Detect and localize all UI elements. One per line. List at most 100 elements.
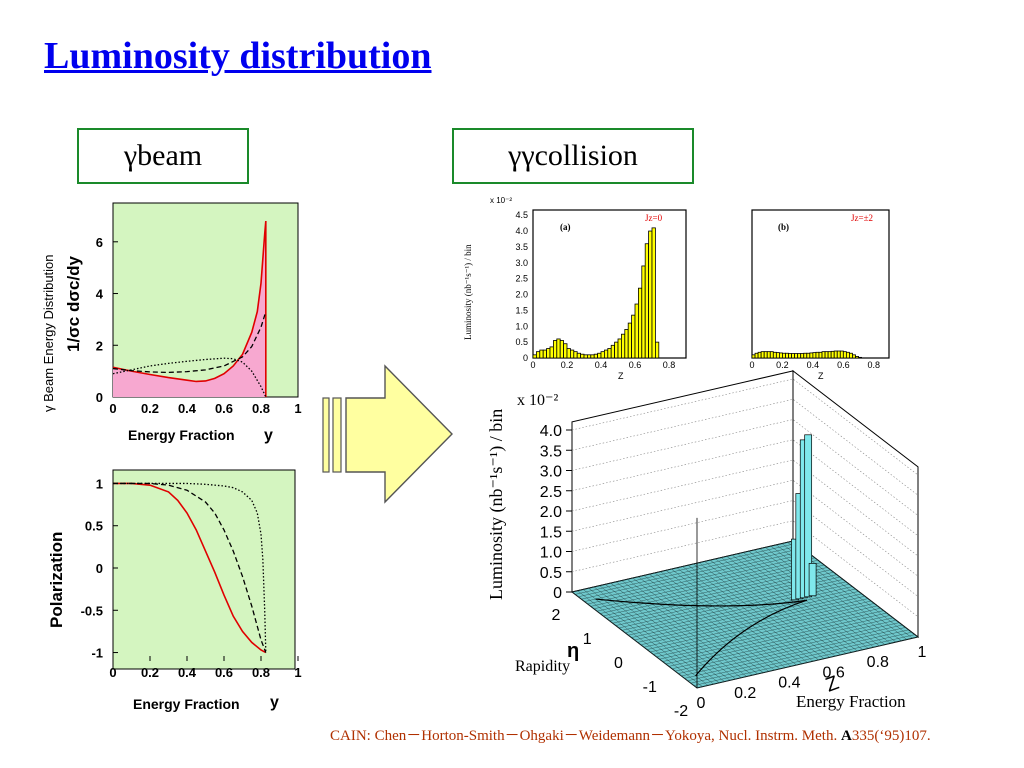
hist-bar (852, 354, 856, 359)
y-tick-label: 0 (96, 390, 103, 405)
hist-bar (631, 314, 636, 359)
x-tick-label: 0 (109, 401, 116, 416)
hist-bar (797, 353, 802, 359)
hist-bar (766, 351, 771, 359)
x-tick-label: 0 (697, 695, 706, 712)
hist-bar (583, 354, 588, 359)
z-tick-label: 4.0 (540, 423, 562, 440)
hist-bar (610, 344, 616, 359)
x-tick-label: 1 (918, 644, 927, 661)
hist-a-scale: x 10⁻² (490, 196, 512, 205)
x-tick-label: 0.2 (776, 360, 789, 370)
hist-b-xlabel: Z (818, 371, 824, 381)
hist-bar (779, 352, 783, 359)
lego-bar (808, 563, 817, 597)
citation-bold: A (840, 728, 852, 744)
hist-bar (624, 329, 629, 359)
hist-bar (751, 354, 756, 359)
beam-energy-xlabel: Energy Fraction (128, 427, 235, 443)
z-tick-label: 1.5 (540, 524, 562, 541)
hist-bar (769, 351, 774, 359)
hist-bar (821, 351, 826, 359)
hist-bar (587, 354, 592, 359)
hist-bar (634, 303, 639, 359)
hist-bar (570, 349, 575, 359)
hist-bar (754, 352, 759, 359)
lego-ylabel2: Rapidity (515, 658, 570, 675)
hist-bar (827, 351, 832, 359)
hist-bar (621, 333, 626, 359)
y-tick-label: 4.5 (515, 210, 528, 220)
z-tick-label: 3.0 (540, 464, 562, 481)
lego-zscale: x 10⁻² (517, 392, 558, 409)
x-tick-label: 0.4 (807, 360, 820, 370)
hist-bar (800, 353, 805, 359)
hist-bar (794, 353, 799, 359)
z-tick-label: 2.5 (540, 484, 562, 501)
hist-bar (655, 341, 660, 359)
gamma-beam-label-text: γbeam (123, 139, 203, 172)
y-tick-label: 4.0 (515, 226, 528, 236)
hist-a-tag: (a) (560, 222, 571, 232)
gamma-beam-label: γbeam (77, 128, 249, 184)
hist-bar (641, 265, 646, 359)
y-tick-label: 2 (552, 607, 561, 624)
y-tick-label: -1 (643, 679, 657, 696)
y-tick-label: 0 (523, 353, 528, 363)
collision-hist-a: 0 0.2 0.4 0.6 0.8 0 0.5 1.0 1.5 2.0 2.5 3.0 3.5 4.0 4.… (463, 196, 687, 381)
y-tick-label: -1 (91, 646, 103, 661)
hist-bar (536, 351, 541, 359)
x-tick-label: 0.2 (561, 360, 574, 370)
x-tick-label: 0.2 (141, 401, 159, 416)
y-tick-label: 0.5 (515, 337, 528, 347)
x-tick-label: 0.2 (141, 665, 159, 680)
hist-bar (614, 341, 619, 359)
polarization-xlabel: Energy Fraction (133, 696, 240, 712)
x-tick-label: 0.6 (629, 360, 642, 370)
hist-bar (648, 230, 653, 359)
lego-3d-chart: 0 0.5 1.0 1.5 2.0 2.5 3.0 3.5 4.0 0 0.2 0.4 0.6 0.8 1 2… (486, 369, 927, 720)
y-tick-label: 3.5 (515, 242, 528, 252)
y-tick-label: 1.5 (515, 305, 528, 315)
hist-bar (836, 350, 841, 359)
x-tick-label: 0.8 (252, 665, 270, 680)
hist-bar (775, 352, 780, 359)
x-tick-label: 0.8 (252, 401, 270, 416)
hist-bar (651, 227, 656, 359)
z-tick-label: 2.0 (540, 504, 562, 521)
hist-bar (839, 350, 844, 359)
y-tick-label: 0 (614, 655, 623, 672)
beam-energy-xvar: y (264, 427, 273, 444)
floor-grid (571, 540, 919, 689)
hist-b-jz: Jz=±2 (851, 213, 873, 223)
series-line-black-dashed (112, 311, 267, 374)
y-tick-label: 3.0 (515, 258, 528, 268)
hist-bar (542, 349, 548, 359)
series-line-red-solid (113, 482, 267, 654)
lego-bar (804, 434, 813, 598)
series-line-red-solid-filled (112, 221, 267, 383)
y-tick-label: 4 (96, 287, 104, 302)
lego-xlabel2: Energy Fraction (796, 692, 906, 711)
hist-bar (627, 322, 633, 359)
y-tick-label: 1 (96, 476, 103, 491)
y-tick-label: -0.5 (81, 603, 103, 618)
y-tick-label: 1.0 (515, 321, 528, 331)
y-tick-label: -2 (674, 703, 688, 720)
x-tick-label: 0.4 (178, 401, 197, 416)
hist-bar (539, 349, 544, 359)
hist-bar (763, 351, 768, 359)
hist-bar (549, 346, 554, 359)
x-tick-label: 0.2 (734, 685, 756, 702)
hist-bar (600, 351, 605, 359)
hist-bar (597, 352, 602, 359)
polarization-chart: 0 0.2 0.4 0.6 0.8 1 -1 -0.5 0 0.5 1 Polarization E… (47, 469, 302, 712)
citation-tail: 335(‘95)107. (851, 728, 931, 744)
hist-bar (803, 352, 808, 359)
x-tick-label: 0.8 (867, 654, 889, 671)
hist-bar (573, 351, 578, 359)
y-tick-label: 2.0 (515, 290, 528, 300)
lego-zlabel: Luminosity (nb⁻¹s⁻¹) / bin (486, 409, 507, 600)
hist-bar (604, 349, 609, 359)
